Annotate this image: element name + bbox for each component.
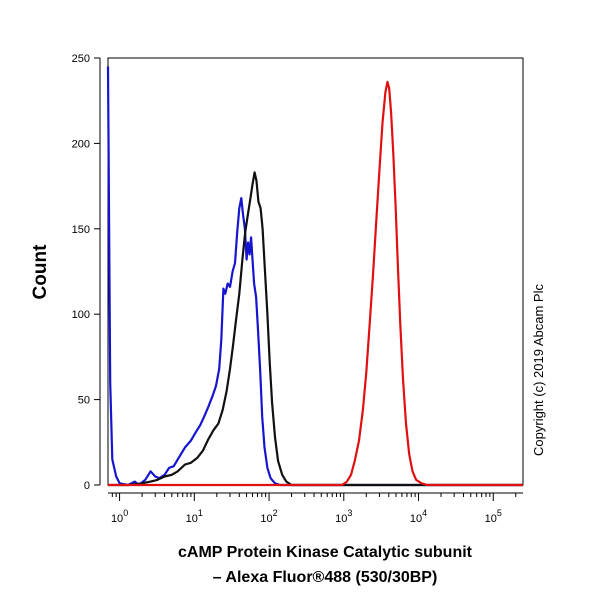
y-tick-label: 200 <box>72 138 90 150</box>
x-tick-label: 103 <box>335 508 352 525</box>
plot-frame <box>107 57 524 486</box>
x-axis-title-line2: – Alexa Fluor®488 (530/30BP) <box>213 569 438 586</box>
copyright-note: Copyright (c) 2019 Abcam Plc <box>531 284 546 456</box>
y-tick-label: 150 <box>72 224 90 236</box>
black-histogram-line <box>108 171 523 487</box>
series-layer <box>106 66 523 487</box>
y-ticks: 0 50 100 150 200 250 <box>72 53 100 492</box>
x-tick-label: 101 <box>186 508 203 525</box>
x-tick-label: 104 <box>410 508 427 525</box>
y-tick-label: 250 <box>72 53 90 65</box>
x-axis-title-line1: cAMP Protein Kinase Catalytic subunit <box>178 544 473 561</box>
y-tick-label: 100 <box>72 309 90 321</box>
blue-histogram-line <box>106 66 523 487</box>
y-tick-label: 50 <box>78 395 90 407</box>
y-axis-title: Count <box>30 244 51 300</box>
y-tick-label: 0 <box>84 480 90 492</box>
x-tick-label: 100 <box>111 508 128 525</box>
x-ticks: 100 101 102 103 104 105 <box>111 493 517 525</box>
x-tick-label: 102 <box>260 508 277 525</box>
red-histogram-line <box>108 80 523 487</box>
x-tick-label: 105 <box>485 508 502 525</box>
